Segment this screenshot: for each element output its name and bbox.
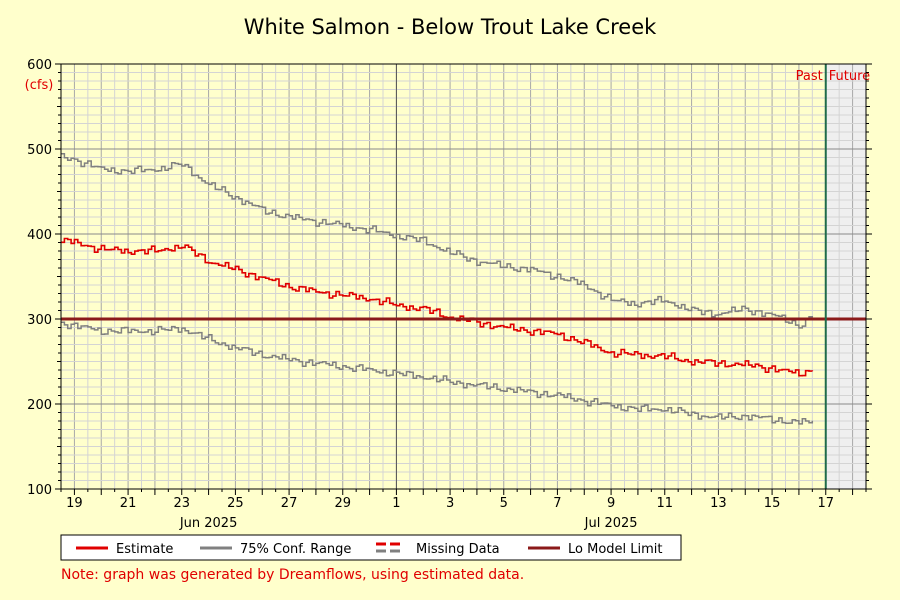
series-conf-upper-line xyxy=(61,153,814,329)
y-tick-label: 100 xyxy=(27,483,52,498)
x-tick-label: 25 xyxy=(227,496,244,511)
x-tick-label: 7 xyxy=(553,496,561,511)
series-estimate-line xyxy=(61,237,814,377)
x-tick-label: 17 xyxy=(817,496,834,511)
legend-label: Lo Model Limit xyxy=(568,542,663,557)
x-tick-label: 21 xyxy=(120,496,137,511)
series-conf-lower-line xyxy=(61,321,814,425)
y-tick-label: 600 xyxy=(27,58,52,73)
x-tick-label: 1 xyxy=(392,496,400,511)
x-tick-label: 11 xyxy=(656,496,673,511)
y-tick-label: 400 xyxy=(27,228,52,243)
chart-title: White Salmon - Below Trout Lake Creek xyxy=(244,15,657,39)
y-tick-label: 500 xyxy=(27,143,52,158)
x-tick-label: 27 xyxy=(281,496,298,511)
x-tick-label: 29 xyxy=(334,496,351,511)
y-tick-label: 300 xyxy=(27,313,52,328)
legend-label: Missing Data xyxy=(416,542,500,557)
month-label: Jun 2025 xyxy=(179,516,238,531)
past-label: Past xyxy=(796,69,823,84)
x-tick-label: 15 xyxy=(764,496,781,511)
x-tick-label: 23 xyxy=(173,496,190,511)
x-tick-label: 3 xyxy=(446,496,454,511)
legend-label: Estimate xyxy=(116,542,173,557)
y-tick-label: 200 xyxy=(27,398,52,413)
x-tick-label: 5 xyxy=(500,496,508,511)
x-tick-label: 13 xyxy=(710,496,727,511)
y-axis-label: (cfs) xyxy=(25,78,54,93)
x-tick-label: 9 xyxy=(607,496,615,511)
legend-label: 75% Conf. Range xyxy=(240,542,351,557)
month-label: Jul 2025 xyxy=(584,516,638,531)
legend-box xyxy=(60,534,682,561)
future-label: Future xyxy=(829,69,870,84)
x-tick-label: 19 xyxy=(66,496,83,511)
footnote: Note: graph was generated by Dreamflows,… xyxy=(61,567,524,583)
